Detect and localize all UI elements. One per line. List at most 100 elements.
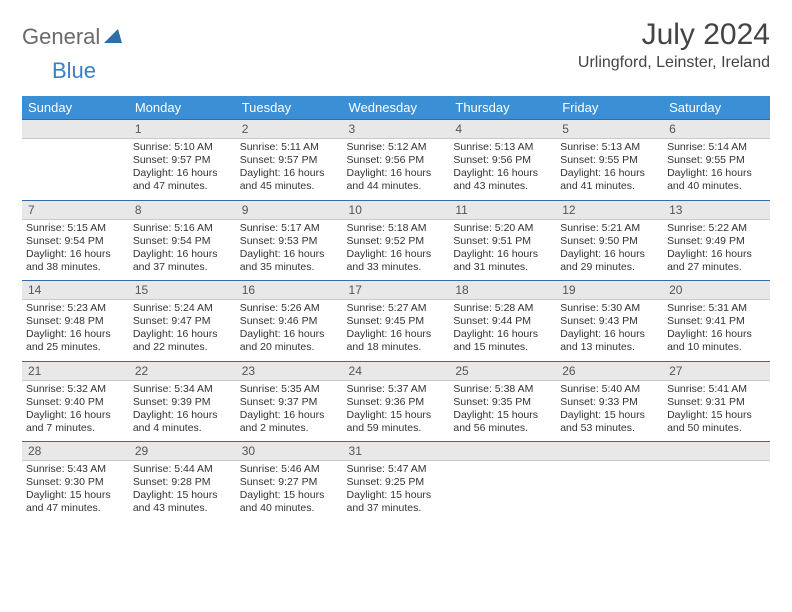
sunset-text: Sunset: 9:47 PM: [133, 315, 232, 328]
day1-text: Daylight: 15 hours: [347, 409, 446, 422]
day2-text: and 43 minutes.: [133, 502, 232, 515]
sunset-text: Sunset: 9:56 PM: [347, 154, 446, 167]
sunset-text: Sunset: 9:39 PM: [133, 396, 232, 409]
day1-text: Daylight: 16 hours: [133, 248, 232, 261]
day-cell: Sunrise: 5:44 AMSunset: 9:28 PMDaylight:…: [129, 461, 236, 522]
sunrise-text: Sunrise: 5:14 AM: [667, 141, 766, 154]
day1-text: Daylight: 16 hours: [133, 328, 232, 341]
sunset-text: Sunset: 9:54 PM: [133, 235, 232, 248]
sunset-text: Sunset: 9:56 PM: [453, 154, 552, 167]
day1-text: Daylight: 16 hours: [667, 167, 766, 180]
day1-text: Daylight: 16 hours: [347, 167, 446, 180]
day2-text: and 47 minutes.: [26, 502, 125, 515]
day1-text: Daylight: 16 hours: [240, 248, 339, 261]
day-cell: Sunrise: 5:13 AMSunset: 9:55 PMDaylight:…: [556, 139, 663, 201]
sunrise-text: Sunrise: 5:26 AM: [240, 302, 339, 315]
sunrise-text: Sunrise: 5:18 AM: [347, 222, 446, 235]
day1-text: Daylight: 16 hours: [347, 328, 446, 341]
day-cell: [556, 461, 663, 522]
day1-text: Daylight: 16 hours: [26, 328, 125, 341]
title-block: July 2024 Urlingford, Leinster, Ireland: [578, 18, 770, 72]
week-content-row: Sunrise: 5:23 AMSunset: 9:48 PMDaylight:…: [22, 300, 770, 362]
day-cell: Sunrise: 5:32 AMSunset: 9:40 PMDaylight:…: [22, 380, 129, 442]
day1-text: Daylight: 15 hours: [453, 409, 552, 422]
day2-text: and 2 minutes.: [240, 422, 339, 435]
logo-text-gray: General: [22, 24, 100, 50]
sunset-text: Sunset: 9:57 PM: [133, 154, 232, 167]
sunset-text: Sunset: 9:55 PM: [667, 154, 766, 167]
sunrise-text: Sunrise: 5:32 AM: [26, 383, 125, 396]
day1-text: Daylight: 16 hours: [560, 248, 659, 261]
day1-text: Daylight: 15 hours: [133, 489, 232, 502]
day1-text: Daylight: 16 hours: [26, 248, 125, 261]
day2-text: and 31 minutes.: [453, 261, 552, 274]
day-of-week-row: Sunday Monday Tuesday Wednesday Thursday…: [22, 96, 770, 120]
day-cell: Sunrise: 5:41 AMSunset: 9:31 PMDaylight:…: [663, 380, 770, 442]
sunset-text: Sunset: 9:33 PM: [560, 396, 659, 409]
day-cell: [663, 461, 770, 522]
calendar-body: 123456Sunrise: 5:10 AMSunset: 9:57 PMDay…: [22, 120, 770, 522]
day2-text: and 59 minutes.: [347, 422, 446, 435]
sunset-text: Sunset: 9:31 PM: [667, 396, 766, 409]
day-cell: Sunrise: 5:11 AMSunset: 9:57 PMDaylight:…: [236, 139, 343, 201]
day-number-cell: 22: [129, 361, 236, 380]
sunrise-text: Sunrise: 5:13 AM: [453, 141, 552, 154]
month-title: July 2024: [578, 18, 770, 52]
day1-text: Daylight: 16 hours: [240, 167, 339, 180]
sunset-text: Sunset: 9:53 PM: [240, 235, 339, 248]
week-content-row: Sunrise: 5:15 AMSunset: 9:54 PMDaylight:…: [22, 219, 770, 281]
sunrise-text: Sunrise: 5:44 AM: [133, 463, 232, 476]
sunrise-text: Sunrise: 5:37 AM: [347, 383, 446, 396]
day2-text: and 40 minutes.: [667, 180, 766, 193]
day-number-cell: 9: [236, 200, 343, 219]
day2-text: and 33 minutes.: [347, 261, 446, 274]
day2-text: and 43 minutes.: [453, 180, 552, 193]
day1-text: Daylight: 16 hours: [667, 328, 766, 341]
day1-text: Daylight: 16 hours: [560, 167, 659, 180]
day-cell: Sunrise: 5:24 AMSunset: 9:47 PMDaylight:…: [129, 300, 236, 362]
day-cell: Sunrise: 5:26 AMSunset: 9:46 PMDaylight:…: [236, 300, 343, 362]
day-number-cell: 7: [22, 200, 129, 219]
day1-text: Daylight: 16 hours: [453, 328, 552, 341]
day-cell: Sunrise: 5:37 AMSunset: 9:36 PMDaylight:…: [343, 380, 450, 442]
day2-text: and 13 minutes.: [560, 341, 659, 354]
day-cell: Sunrise: 5:21 AMSunset: 9:50 PMDaylight:…: [556, 219, 663, 281]
week-content-row: Sunrise: 5:10 AMSunset: 9:57 PMDaylight:…: [22, 139, 770, 201]
sunrise-text: Sunrise: 5:43 AM: [26, 463, 125, 476]
sunset-text: Sunset: 9:25 PM: [347, 476, 446, 489]
day2-text: and 41 minutes.: [560, 180, 659, 193]
sunrise-text: Sunrise: 5:12 AM: [347, 141, 446, 154]
sunrise-text: Sunrise: 5:28 AM: [453, 302, 552, 315]
day-number-cell: 26: [556, 361, 663, 380]
sunrise-text: Sunrise: 5:15 AM: [26, 222, 125, 235]
sunrise-text: Sunrise: 5:17 AM: [240, 222, 339, 235]
sunrise-text: Sunrise: 5:13 AM: [560, 141, 659, 154]
calendar-page: General July 2024 Urlingford, Leinster, …: [0, 0, 792, 532]
dow-wednesday: Wednesday: [343, 96, 450, 120]
day-number-cell: 23: [236, 361, 343, 380]
day2-text: and 29 minutes.: [560, 261, 659, 274]
sunset-text: Sunset: 9:55 PM: [560, 154, 659, 167]
day-number-cell: 1: [129, 120, 236, 139]
sunrise-text: Sunrise: 5:20 AM: [453, 222, 552, 235]
day-number-cell: 17: [343, 281, 450, 300]
day-cell: Sunrise: 5:31 AMSunset: 9:41 PMDaylight:…: [663, 300, 770, 362]
day-number-cell: 14: [22, 281, 129, 300]
day-cell: Sunrise: 5:47 AMSunset: 9:25 PMDaylight:…: [343, 461, 450, 522]
day1-text: Daylight: 16 hours: [667, 248, 766, 261]
day-number-cell: 18: [449, 281, 556, 300]
day-number-cell: 21: [22, 361, 129, 380]
day1-text: Daylight: 16 hours: [453, 167, 552, 180]
day-cell: Sunrise: 5:35 AMSunset: 9:37 PMDaylight:…: [236, 380, 343, 442]
day2-text: and 25 minutes.: [26, 341, 125, 354]
sunrise-text: Sunrise: 5:38 AM: [453, 383, 552, 396]
sunset-text: Sunset: 9:57 PM: [240, 154, 339, 167]
day1-text: Daylight: 15 hours: [347, 489, 446, 502]
day2-text: and 56 minutes.: [453, 422, 552, 435]
day2-text: and 53 minutes.: [560, 422, 659, 435]
sunset-text: Sunset: 9:30 PM: [26, 476, 125, 489]
day1-text: Daylight: 15 hours: [240, 489, 339, 502]
sunrise-text: Sunrise: 5:31 AM: [667, 302, 766, 315]
sunset-text: Sunset: 9:41 PM: [667, 315, 766, 328]
day1-text: Daylight: 16 hours: [240, 409, 339, 422]
